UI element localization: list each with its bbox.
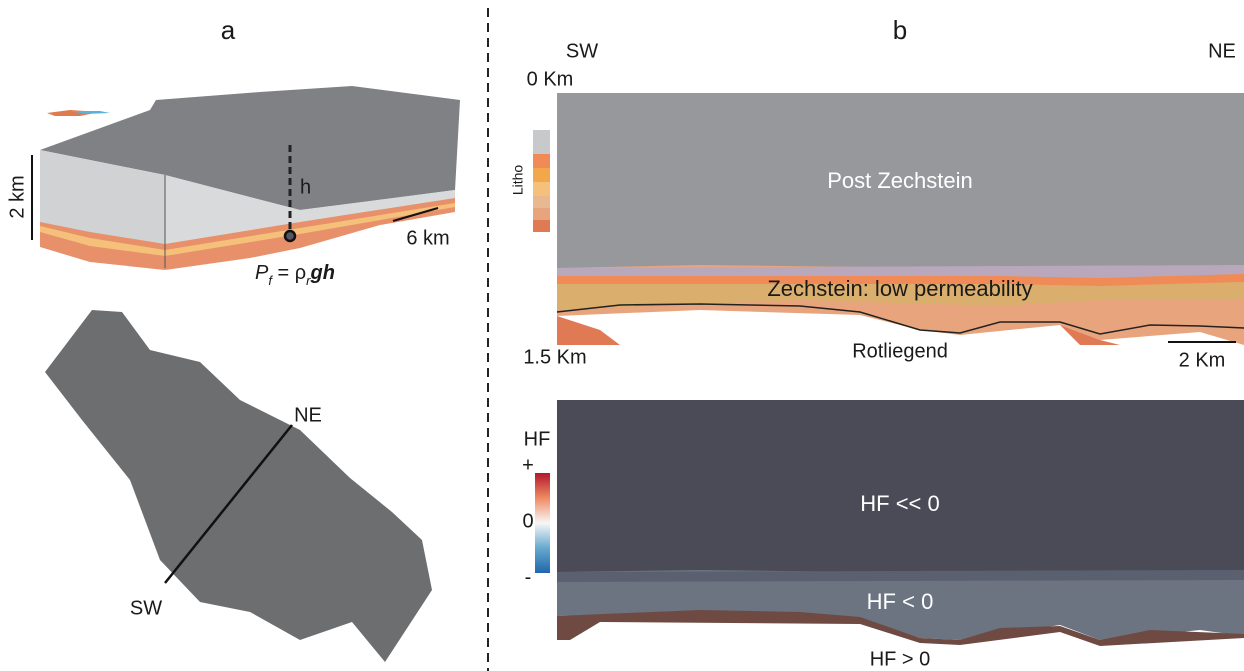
- hf-legend-tick: -: [525, 566, 532, 588]
- top-depth: 0 Km: [527, 68, 574, 90]
- block-diagram: [32, 86, 460, 270]
- layer-label: Rotliegend: [852, 340, 948, 362]
- formula-eq: = ρ: [272, 262, 306, 284]
- layer-label: Post Zechstein: [827, 168, 973, 193]
- litho-section: [533, 93, 1244, 345]
- hf-zone: HF << 0: [860, 491, 939, 516]
- figure: a h 2 km 6 km Pf = ρrgh NE SW b SW NE 0 …: [0, 0, 1244, 671]
- formula: Pf = ρrgh: [255, 262, 335, 288]
- bottom-depth: 1.5 Km: [523, 346, 586, 368]
- map-ne: NE: [294, 404, 322, 426]
- formula-p: P: [255, 262, 269, 284]
- panel-label: a: [221, 15, 236, 45]
- section-scale: 2 Km: [1179, 349, 1226, 371]
- panel-label: b: [893, 15, 907, 45]
- litho-legend: Litho: [510, 165, 526, 196]
- height-scale: 2 km: [6, 175, 28, 218]
- hf-legend-tick: +: [522, 454, 534, 476]
- map-sw: SW: [130, 597, 162, 619]
- depth-symbol: h: [300, 176, 311, 198]
- section-right: NE: [1208, 40, 1236, 62]
- section-left: SW: [566, 40, 598, 62]
- hf-zone: HF > 0: [870, 648, 931, 670]
- hf-legend-tick: 0: [522, 510, 533, 532]
- formula-gh: gh: [309, 262, 334, 284]
- layer-label: Zechstein: low permeability: [767, 276, 1032, 301]
- hf-zone: HF < 0: [867, 589, 934, 614]
- hf-legend-title: HF: [524, 428, 551, 450]
- length-scale: 6 km: [406, 227, 449, 249]
- map-outline: [45, 310, 432, 662]
